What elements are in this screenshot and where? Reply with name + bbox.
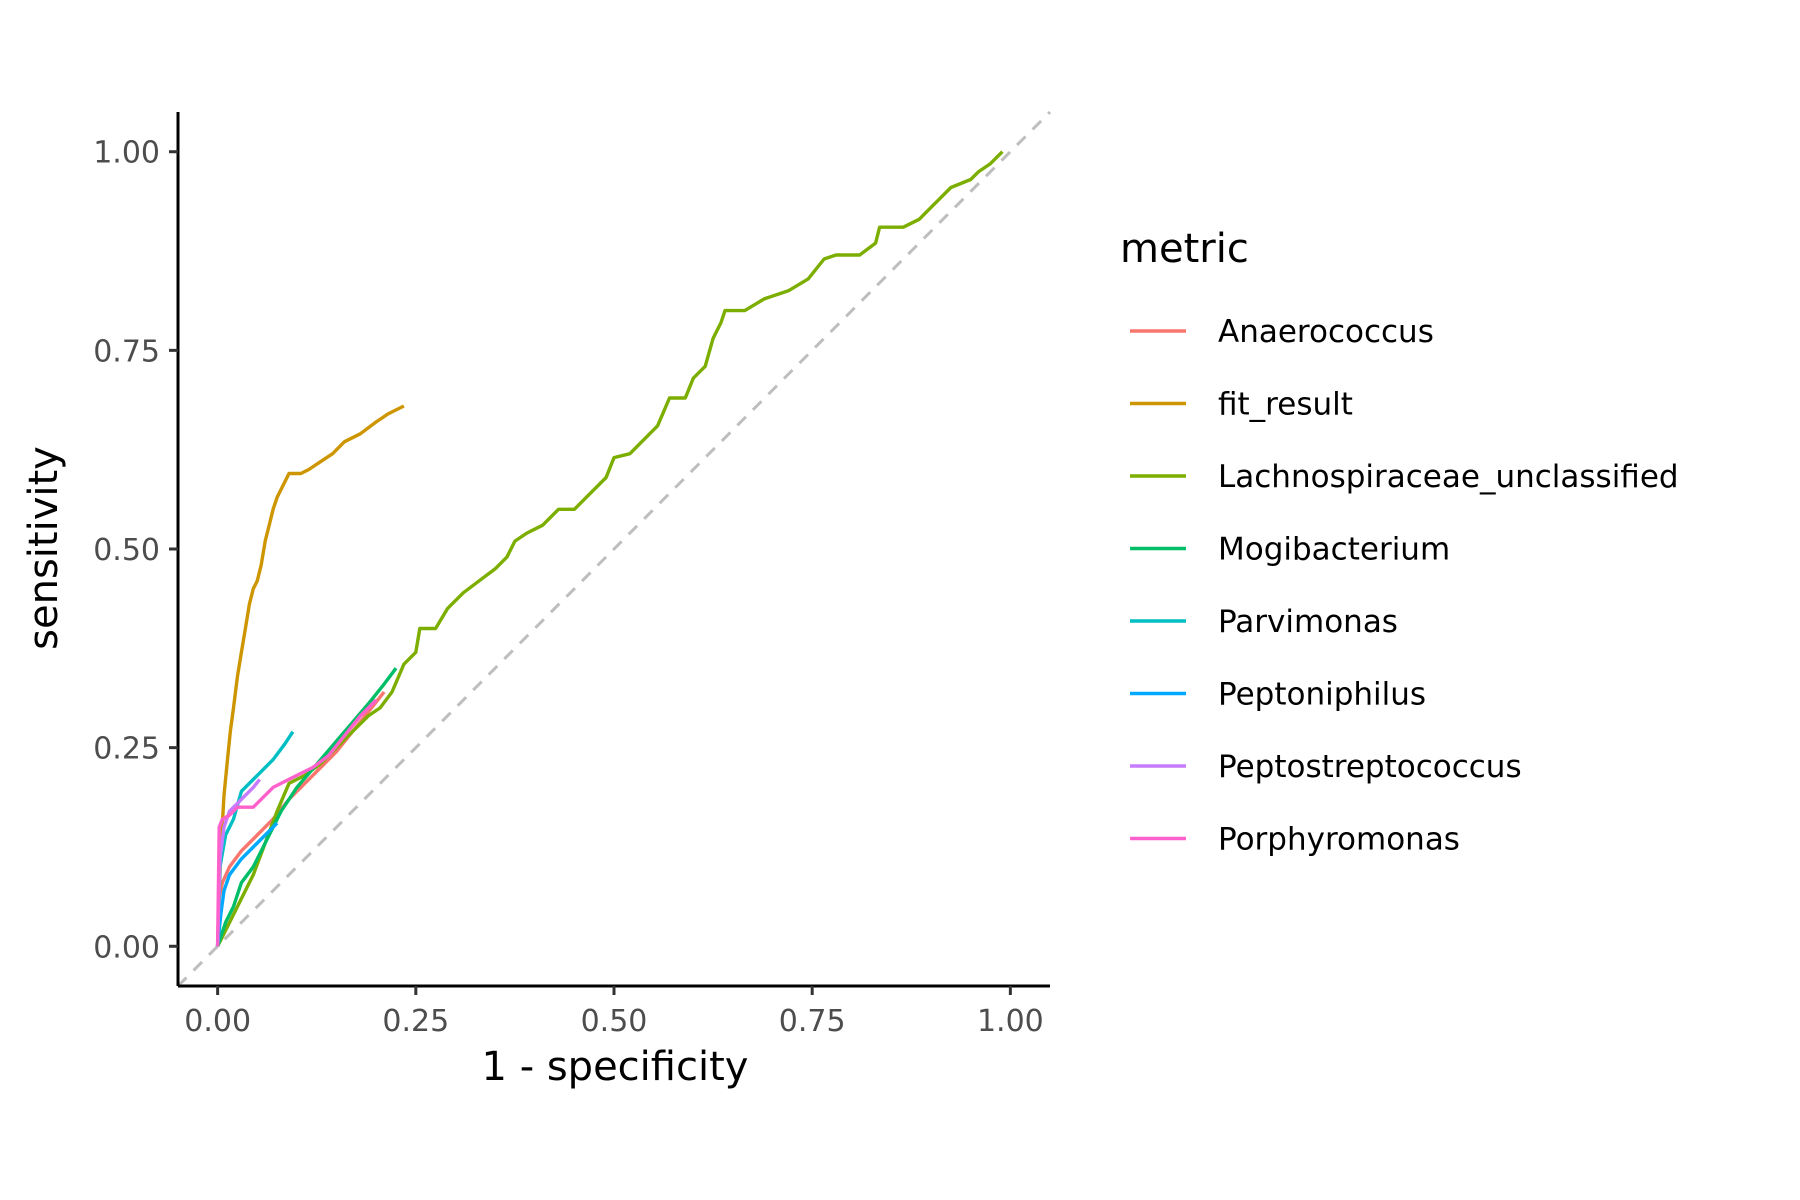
- axes: 0.00 0.25 0.50 0.75 1.00 0.00 0.25 0.50 0.75 1.0…: [21, 112, 1050, 1090]
- legend-label-fit-result: fit_result: [1218, 387, 1353, 423]
- series-line-peptostreptococcus: [215, 778, 262, 947]
- x-tick-label: 0.75: [779, 1004, 846, 1039]
- series-lines: [215, 150, 1004, 948]
- y-tick-label: 0.00: [93, 930, 160, 965]
- legend-label-peptostreptococcus: Peptostreptococcus: [1218, 749, 1522, 785]
- legend: metric Anaerococcus fit_result Lachnospira…: [1120, 226, 1679, 858]
- x-tick-label: 0.00: [184, 1004, 251, 1039]
- legend-label-porphyromonas: Porphyromonas: [1218, 822, 1460, 858]
- legend-title: metric: [1120, 226, 1249, 272]
- legend-label-mogibacterium: Mogibacterium: [1218, 532, 1450, 568]
- legend-label-peptoniphilus: Peptoniphilus: [1218, 677, 1426, 713]
- legend-items: Anaerococcus fit_result Lachnospiraceae_un…: [1130, 314, 1679, 858]
- legend-label-parvimonas: Parvimonas: [1218, 604, 1398, 640]
- series-line-anaerococcus: [215, 690, 386, 947]
- y-tick-label: 0.25: [93, 732, 160, 767]
- x-tick-label: 0.50: [581, 1004, 648, 1039]
- x-tick-label: 0.25: [382, 1004, 449, 1039]
- reference-diagonal-line: [176, 110, 1052, 988]
- x-tick-label: 1.00: [977, 1004, 1044, 1039]
- legend-label-anaerococcus: Anaerococcus: [1218, 314, 1434, 350]
- x-axis-ticks: 0.00 0.25 0.50 0.75 1.00: [184, 986, 1044, 1039]
- y-tick-label: 0.50: [93, 533, 160, 568]
- y-axis-ticks: 0.00 0.25 0.50 0.75 1.00: [93, 136, 178, 965]
- legend-label-lachnospiraceae-unclassified: Lachnospiraceae_unclassified: [1218, 459, 1679, 495]
- plot-area: [176, 110, 1052, 988]
- y-axis-title: sensitivity: [21, 446, 67, 650]
- y-tick-label: 0.75: [93, 334, 160, 369]
- series-line-fit-result: [215, 404, 405, 947]
- x-axis-title: 1 - specificity: [482, 1044, 749, 1090]
- series-line-porphyromonas: [215, 698, 378, 947]
- y-tick-label: 1.00: [93, 136, 160, 171]
- series-line-mogibacterium: [215, 667, 398, 947]
- series-line-peptoniphilus: [215, 821, 279, 947]
